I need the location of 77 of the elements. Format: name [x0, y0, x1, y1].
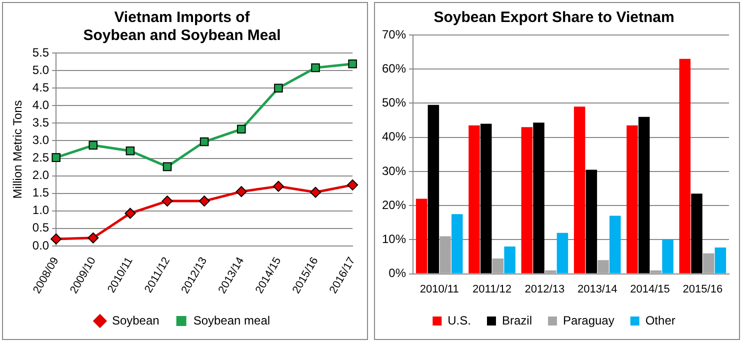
y-tick-label: 30% — [382, 164, 406, 178]
chart-title: Soybean Export Share to Vietnam — [434, 9, 674, 26]
bar — [598, 260, 609, 274]
y-tick-label: 2.5 — [32, 150, 50, 165]
point — [236, 124, 246, 134]
point — [310, 186, 322, 198]
point — [274, 84, 283, 92]
chart-title: Vietnam Imports of Soybean and Soybean Meal — [83, 9, 281, 44]
point — [272, 180, 284, 192]
point — [124, 208, 136, 219]
y-tick-label: 0.5 — [32, 220, 50, 235]
bar — [691, 194, 702, 274]
y-tick-label: 20% — [382, 198, 406, 212]
bar — [586, 170, 598, 274]
y-tick-label: 1.5 — [32, 186, 50, 200]
bar — [702, 253, 714, 274]
point — [162, 162, 172, 172]
bar — [428, 104, 440, 274]
point — [200, 137, 209, 146]
x-tick-label: 2010/11 — [420, 283, 459, 296]
y-tick-label: 10% — [382, 232, 406, 246]
point — [50, 233, 62, 244]
y-tick-label: 50% — [382, 96, 406, 110]
point — [162, 196, 173, 207]
bar — [492, 258, 504, 274]
bar — [638, 116, 650, 274]
y-tick-label: 0.0 — [32, 238, 50, 252]
y-tick-label: 40% — [382, 130, 406, 144]
bar — [662, 240, 674, 274]
y-axis-title: Million Metric Tons — [10, 100, 25, 199]
point — [126, 146, 135, 156]
point — [236, 186, 247, 198]
y-tick-label: 60% — [382, 61, 406, 76]
point — [348, 59, 357, 68]
bar — [544, 270, 556, 274]
bar — [533, 122, 544, 274]
x-tick-label: 2012/13 — [524, 283, 565, 296]
bar — [679, 58, 691, 274]
bar — [521, 127, 533, 274]
point — [88, 232, 99, 244]
bar — [714, 248, 726, 274]
point — [52, 153, 60, 162]
x-tick-label: 2013/14 — [577, 283, 618, 296]
bar — [504, 246, 516, 274]
bar — [626, 125, 638, 274]
legend-label: Brazil — [502, 313, 532, 328]
bar — [468, 125, 480, 274]
y-tick-label: 2.0 — [32, 168, 50, 182]
y-tick-label: 70% — [382, 27, 406, 42]
y-tick-label: 0% — [388, 266, 406, 280]
point — [198, 196, 210, 207]
y-tick-label: 5.5 — [32, 45, 50, 60]
bar — [451, 214, 463, 274]
bar — [574, 106, 586, 274]
x-tick-label: 2011/12 — [472, 283, 512, 296]
point — [311, 63, 320, 72]
bar — [416, 198, 428, 274]
y-tick-label: 4.0 — [32, 98, 50, 112]
y-tick-label: 3.5 — [32, 115, 50, 130]
x-tick-label: 2014/15 — [630, 283, 670, 296]
bar — [480, 124, 492, 274]
legend-label: Soybean meal — [193, 313, 270, 328]
bar — [609, 216, 621, 274]
legend-label: Soybean — [112, 313, 160, 328]
bar — [440, 236, 451, 274]
point — [88, 140, 98, 150]
bar — [650, 270, 662, 274]
x-tick-label: 2015/16 — [682, 283, 723, 296]
point — [347, 179, 358, 190]
legend-label: Other — [645, 313, 676, 328]
bar — [556, 232, 568, 274]
legend-label: Paraguay — [562, 313, 614, 328]
legend-label: U.S. — [448, 313, 471, 328]
y-tick-label: 1.0 — [32, 203, 50, 218]
y-tick-label: 5.0 — [32, 62, 50, 77]
y-tick-label: 4.5 — [32, 80, 50, 94]
y-tick-label: 3.0 — [32, 133, 50, 148]
